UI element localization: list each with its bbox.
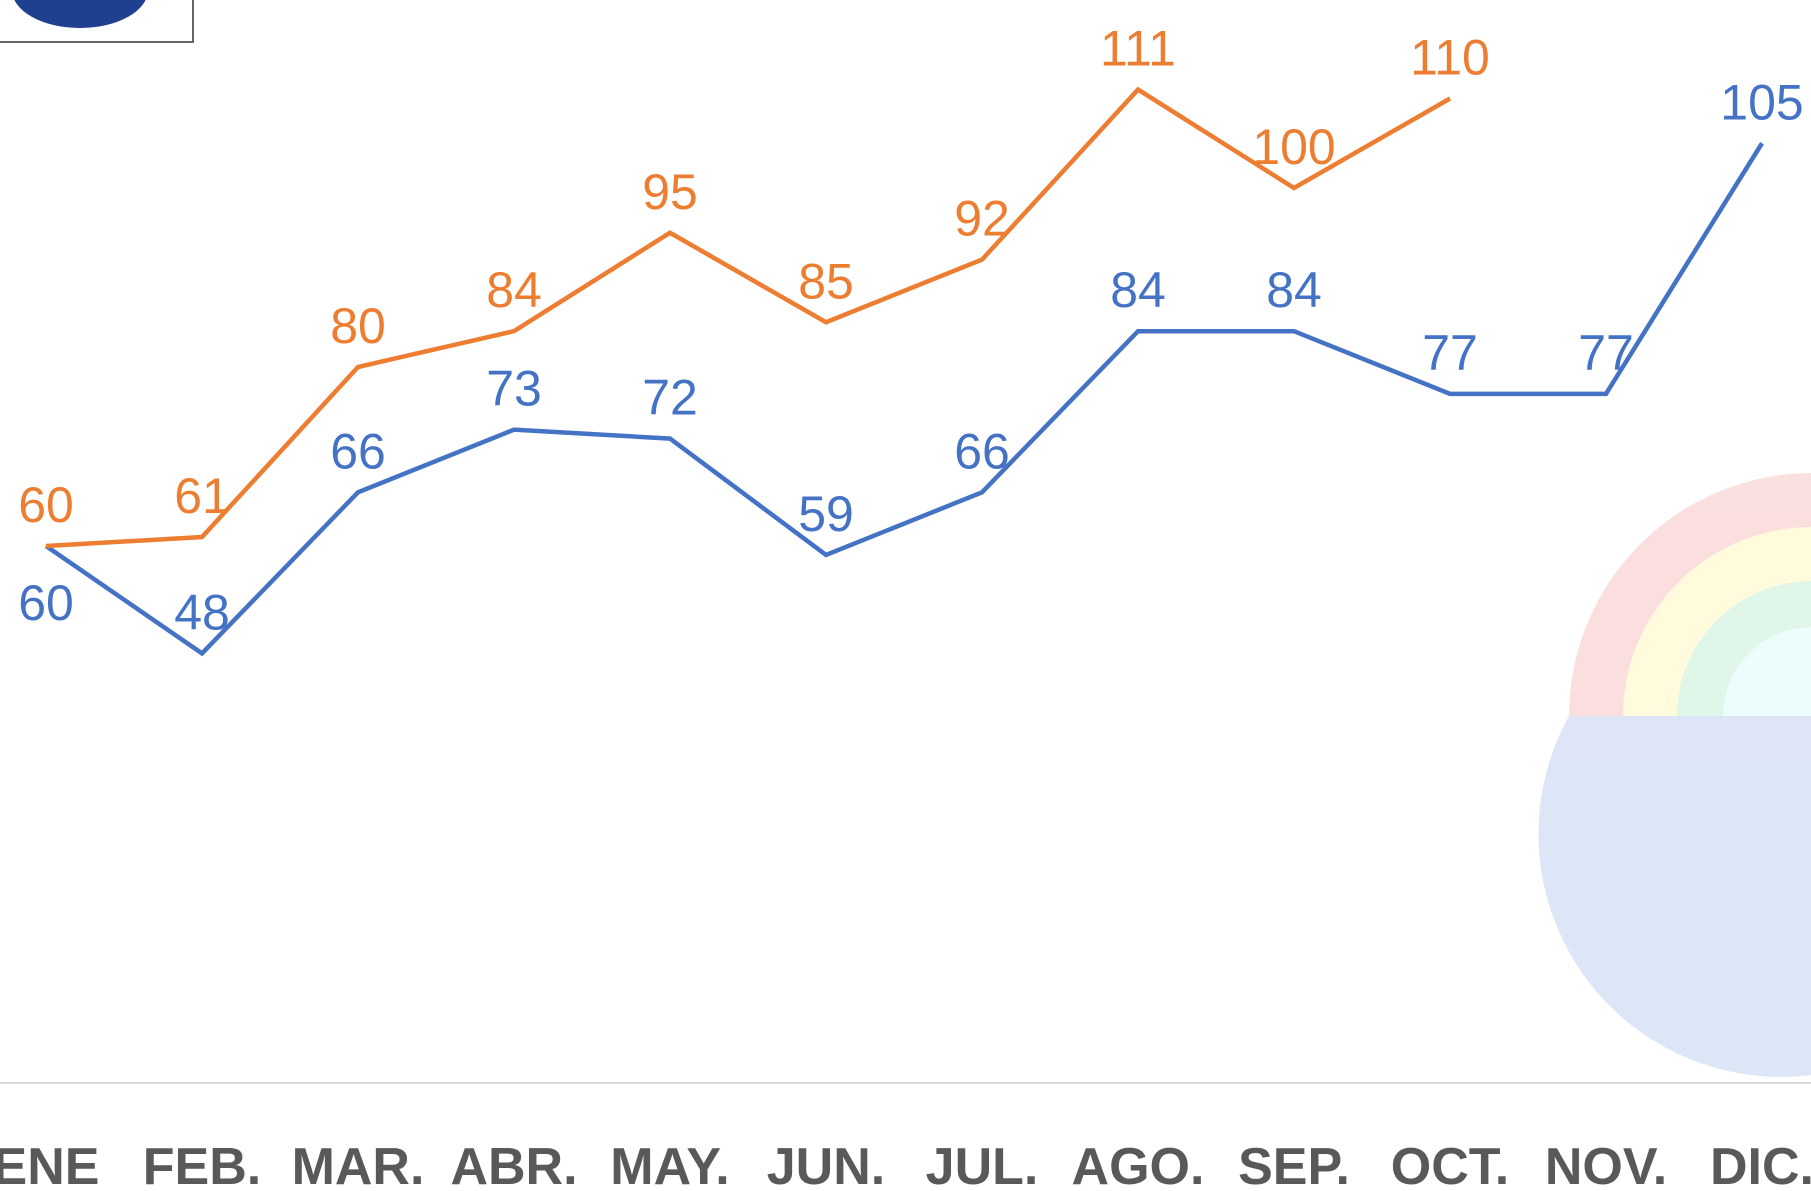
data-label: 60 (18, 477, 74, 533)
data-label: 110 (1410, 30, 1490, 86)
data-label: 85 (798, 253, 854, 309)
x-tick-label: JUL. (926, 1138, 1039, 1191)
data-label: 60 (18, 575, 74, 631)
chart: ENE FEB. MAR. ABR. MAY. JUN. JUL. AGO. SEP. OCT. N… (0, 0, 1811, 1191)
data-label: 84 (1110, 262, 1166, 318)
data-label: 84 (1266, 262, 1322, 318)
data-label: 84 (486, 262, 542, 318)
x-tick-label: NOV. (1545, 1138, 1667, 1191)
x-tick-label: ENE (0, 1138, 99, 1191)
x-tick-label: OCT. (1391, 1138, 1509, 1191)
data-label: 72 (642, 370, 698, 426)
series-line (46, 90, 1450, 546)
data-label: 77 (1422, 325, 1478, 381)
data-label: 48 (174, 584, 230, 640)
x-tick-label: JUN. (767, 1138, 885, 1191)
page: {"chart_data": {"type": "line", "categor… (0, 0, 1811, 1191)
x-tick-label: ABR. (450, 1138, 577, 1191)
data-label: 73 (486, 361, 542, 417)
x-tick-label: MAR. (292, 1138, 425, 1191)
x-tick-label: SEP. (1238, 1138, 1350, 1191)
decoration (1538, 473, 1811, 1077)
x-tick-label: AGO. (1072, 1138, 1205, 1191)
x-tick-label: FEB. (143, 1138, 261, 1191)
x-tick-label: DIC. (1710, 1138, 1811, 1191)
plot-area: ENE FEB. MAR. ABR. MAY. JUN. JUL. AGO. SEP. OCT. N… (0, 21, 1811, 1191)
x-tick-label: MAY. (610, 1138, 729, 1191)
data-label: 100 (1252, 119, 1335, 175)
data-label: 95 (642, 164, 698, 220)
data-label: 66 (330, 423, 386, 479)
data-label: 105 (1720, 74, 1803, 130)
data-label: 66 (954, 423, 1010, 479)
data-label: 61 (174, 468, 230, 524)
data-label: 59 (798, 486, 854, 542)
data-label: 77 (1578, 325, 1634, 381)
data-label: 111 (1100, 21, 1176, 77)
logo (0, 0, 193, 42)
data-label: 92 (954, 191, 1010, 247)
series-line (46, 143, 1762, 653)
data-label: 80 (330, 298, 386, 354)
